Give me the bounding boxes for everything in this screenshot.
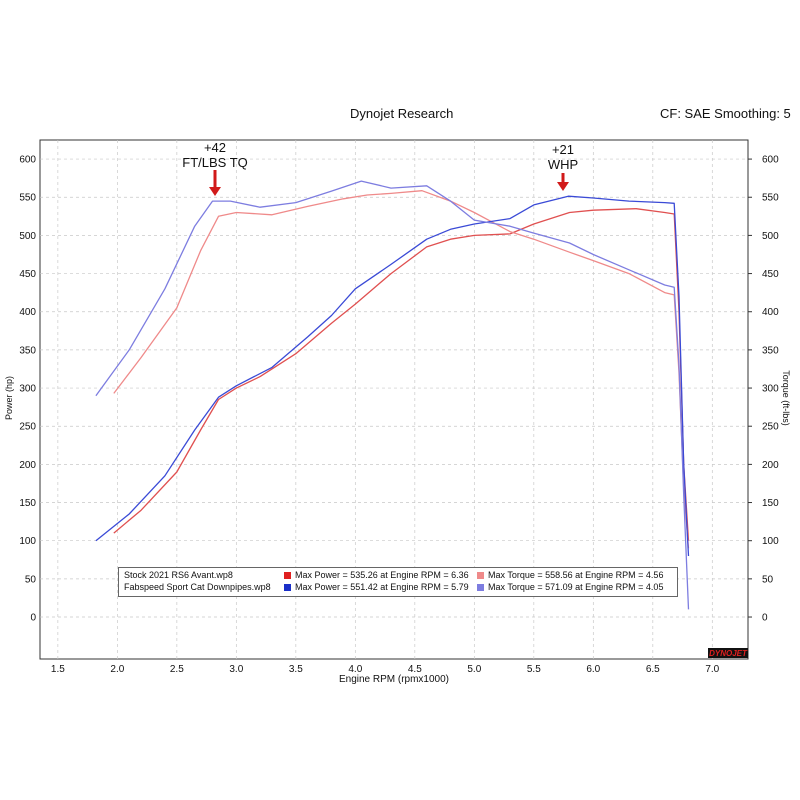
x-tick-label: 7.0 xyxy=(705,664,719,675)
y-axis-label-right: Torque (ft-lbs) xyxy=(781,370,791,426)
y-tick-label-right: 250 xyxy=(762,422,779,433)
power-gain-unit: WHP xyxy=(547,157,579,172)
y-tick-label-right: 300 xyxy=(762,384,779,395)
y-tick-label-right: 50 xyxy=(762,574,774,585)
y-tick-label-right: 500 xyxy=(762,231,779,242)
legend-file-name: Fabspeed Sport Cat Downpipes.wp8 xyxy=(124,582,271,592)
legend-torque-swatch xyxy=(477,572,484,579)
power-gain-annotation: +21 WHP xyxy=(533,142,593,172)
chart-title: Dynojet Research xyxy=(350,106,454,121)
y-tick-label-left: 150 xyxy=(19,498,36,509)
y-tick-label-right: 600 xyxy=(762,155,779,166)
y-tick-label-left: 500 xyxy=(19,231,36,242)
x-axis-label: Engine RPM (rpmx1000) xyxy=(339,674,449,685)
y-tick-label-left: 450 xyxy=(19,269,36,280)
legend-power-swatch xyxy=(284,572,291,579)
x-tick-label: 6.0 xyxy=(586,664,600,675)
x-tick-label: 5.0 xyxy=(467,664,481,675)
legend-torque-swatch xyxy=(477,584,484,591)
y-tick-label-left: 400 xyxy=(19,307,36,318)
dynojet-logo: DYNOJET xyxy=(708,648,748,658)
legend-max-torque: Max Torque = 571.09 at Engine RPM = 4.05 xyxy=(488,582,664,592)
y-tick-label-right: 350 xyxy=(762,345,779,356)
legend: Stock 2021 RS6 Avant.wp8 Max Power = 535… xyxy=(118,567,678,597)
y-tick-label-left: 100 xyxy=(19,536,36,547)
series-lines xyxy=(95,180,690,610)
y-tick-label-left: 600 xyxy=(19,155,36,166)
y-tick-label-right: 450 xyxy=(762,269,779,280)
x-tick-label: 5.5 xyxy=(527,664,541,675)
y-tick-label-left: 250 xyxy=(19,422,36,433)
series-line xyxy=(113,190,690,549)
legend-row-fabspeed: Fabspeed Sport Cat Downpipes.wp8 Max Pow… xyxy=(119,581,677,594)
y-tick-label-left: 300 xyxy=(19,384,36,395)
y-axis-label-left: Power (hp) xyxy=(4,376,14,420)
axis-ticks: 1.5 2.0 2.5 3.0 3.5 4.0 4.5 5.0 5.5 6.0 6.5 7.0 0 0 50… xyxy=(19,155,779,675)
y-tick-label-left: 550 xyxy=(19,193,36,204)
series-line xyxy=(113,208,690,541)
x-tick-label: 3.5 xyxy=(289,664,303,675)
x-tick-label: 4.0 xyxy=(348,664,362,675)
series-line xyxy=(95,180,690,610)
y-tick-label-left: 200 xyxy=(19,460,36,471)
y-tick-label-right: 0 xyxy=(762,613,768,624)
power-gain-arrow-head xyxy=(557,182,569,191)
x-tick-label: 1.5 xyxy=(51,664,65,675)
y-tick-label-right: 200 xyxy=(762,460,779,471)
y-tick-label-right: 100 xyxy=(762,536,779,547)
legend-max-power: Max Power = 551.42 at Engine RPM = 5.79 xyxy=(295,582,469,592)
x-tick-label: 6.5 xyxy=(646,664,660,675)
x-tick-label: 4.5 xyxy=(408,664,422,675)
x-tick-label: 3.0 xyxy=(229,664,243,675)
svg-text:DYNOJET: DYNOJET xyxy=(709,649,748,658)
legend-max-power: Max Power = 535.26 at Engine RPM = 6.36 xyxy=(295,570,469,580)
y-tick-label-right: 550 xyxy=(762,193,779,204)
torque-gain-annotation: +42 FT/LBS TQ xyxy=(176,140,254,170)
torque-gain-unit: FT/LBS TQ xyxy=(182,155,248,170)
annotation-arrows xyxy=(209,170,569,196)
correction-settings: CF: SAE Smoothing: 5 xyxy=(660,106,791,121)
series-line xyxy=(95,195,690,557)
x-tick-label: 2.0 xyxy=(110,664,124,675)
legend-file-name: Stock 2021 RS6 Avant.wp8 xyxy=(124,570,233,580)
y-tick-label-left: 50 xyxy=(25,574,37,585)
x-tick-label: 2.5 xyxy=(170,664,184,675)
y-tick-label-right: 400 xyxy=(762,307,779,318)
torque-gain-arrow-head xyxy=(209,187,221,196)
y-tick-label-left: 0 xyxy=(30,613,36,624)
y-tick-label-right: 150 xyxy=(762,498,779,509)
power-gain-value: +21 xyxy=(551,142,575,157)
torque-gain-value: +42 xyxy=(203,140,227,155)
legend-row-stock: Stock 2021 RS6 Avant.wp8 Max Power = 535… xyxy=(119,569,677,582)
y-tick-label-left: 350 xyxy=(19,345,36,356)
legend-power-swatch xyxy=(284,584,291,591)
legend-max-torque: Max Torque = 558.56 at Engine RPM = 4.56 xyxy=(488,570,664,580)
